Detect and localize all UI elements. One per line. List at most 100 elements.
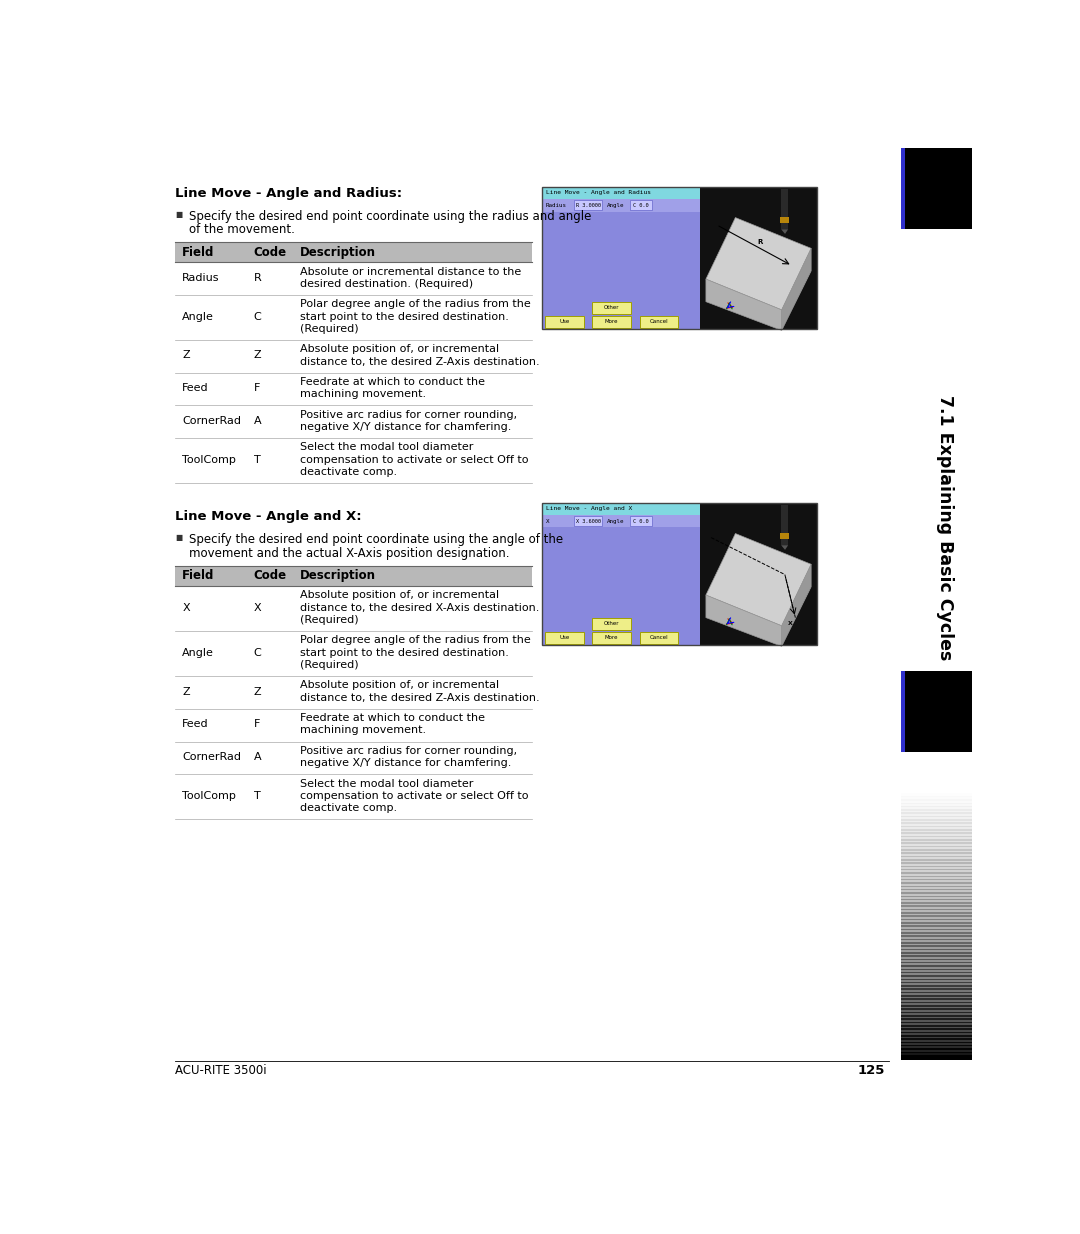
Text: Specify the desired end point coordinate using the angle of the: Specify the desired end point coordinate…	[189, 533, 563, 547]
Text: X: X	[545, 518, 550, 523]
Bar	[781, 190, 788, 230]
Bar	[901, 916, 972, 921]
Polygon shape	[781, 545, 788, 550]
Text: ■: ■	[175, 533, 183, 542]
Text: Angle: Angle	[183, 311, 214, 322]
Text: Angle: Angle	[607, 202, 624, 207]
Bar	[901, 919, 972, 923]
Text: ACU-RITE 3500i: ACU-RITE 3500i	[175, 1064, 267, 1077]
Text: Radius: Radius	[545, 202, 567, 207]
Bar	[901, 810, 972, 814]
Text: distance to, the desired X-Axis destination.: distance to, the desired X-Axis destinat…	[300, 602, 539, 612]
Text: machining movement.: machining movement.	[300, 389, 427, 399]
Bar	[901, 975, 972, 980]
Text: (Required): (Required)	[300, 323, 359, 333]
Bar	[901, 932, 972, 937]
Text: distance to, the desired Z-Axis destination.: distance to, the desired Z-Axis destinat…	[300, 692, 540, 702]
Bar	[542, 502, 700, 645]
Bar	[631, 200, 652, 210]
Bar	[901, 1018, 972, 1023]
Bar	[901, 902, 972, 907]
Text: ■: ■	[175, 210, 183, 218]
Text: CornerRad: CornerRad	[183, 752, 241, 761]
Bar	[901, 926, 972, 930]
Text: Code: Code	[254, 569, 286, 582]
Text: Z: Z	[183, 350, 190, 360]
Text: X: X	[788, 621, 793, 626]
Bar	[542, 186, 700, 199]
Text: Cancel: Cancel	[649, 636, 669, 640]
Bar	[901, 855, 972, 860]
Text: Line Move - Angle and X:: Line Move - Angle and X:	[175, 510, 362, 523]
Bar	[631, 516, 652, 526]
Text: Z: Z	[183, 686, 190, 696]
Bar	[901, 922, 972, 927]
Text: Line Move - Angle and Radius: Line Move - Angle and Radius	[545, 190, 651, 195]
Bar	[901, 865, 972, 870]
Text: Polar degree angle of the radius from the: Polar degree angle of the radius from th…	[300, 636, 531, 645]
Text: negative X/Y distance for chamfering.: negative X/Y distance for chamfering.	[300, 758, 512, 768]
Polygon shape	[781, 230, 788, 234]
Bar	[901, 945, 972, 950]
Bar	[901, 992, 972, 997]
Text: Polar degree angle of the radius from the: Polar degree angle of the radius from th…	[300, 300, 531, 310]
Bar	[901, 835, 972, 840]
Text: C: C	[254, 311, 261, 322]
Bar	[700, 502, 816, 645]
Bar	[901, 826, 972, 830]
Bar	[592, 617, 631, 629]
Bar	[575, 516, 603, 526]
Text: Positive arc radius for corner rounding,: Positive arc radius for corner rounding,	[300, 745, 517, 755]
Bar	[542, 502, 700, 515]
Text: Feedrate at which to conduct the: Feedrate at which to conduct the	[300, 713, 485, 723]
Bar	[901, 872, 972, 877]
Bar	[901, 845, 972, 850]
Text: ToolComp: ToolComp	[183, 454, 237, 465]
Text: deactivate comp.: deactivate comp.	[300, 803, 397, 813]
Text: start point to the desired destination.: start point to the desired destination.	[300, 311, 509, 322]
Text: ToolComp: ToolComp	[183, 791, 237, 801]
Polygon shape	[706, 217, 811, 310]
Bar	[901, 822, 972, 827]
Text: Z: Z	[254, 686, 261, 696]
Text: Z: Z	[254, 350, 261, 360]
Text: R: R	[254, 273, 261, 283]
Bar	[639, 316, 678, 328]
Bar	[592, 316, 631, 328]
Text: R: R	[757, 239, 762, 246]
Text: Specify the desired end point coordinate using the radius and angle: Specify the desired end point coordinate…	[189, 210, 591, 222]
Bar	[901, 908, 972, 913]
Text: Line Move - Angle and Radius:: Line Move - Angle and Radius:	[175, 186, 403, 200]
Text: Absolute position of, or incremental: Absolute position of, or incremental	[300, 680, 499, 691]
Text: start point to the desired destination.: start point to the desired destination.	[300, 648, 509, 658]
Text: movement and the actual X-Axis position designation.: movement and the actual X-Axis position …	[189, 547, 510, 560]
Bar	[901, 859, 972, 864]
Text: machining movement.: machining movement.	[300, 726, 427, 735]
Polygon shape	[706, 533, 811, 626]
Bar	[901, 935, 972, 940]
Bar	[542, 186, 700, 329]
Text: (Required): (Required)	[300, 660, 359, 670]
Bar	[780, 217, 788, 223]
Bar	[542, 502, 816, 645]
Text: desired destination. (Required): desired destination. (Required)	[300, 279, 473, 289]
Text: Cancel: Cancel	[649, 320, 669, 325]
Text: T: T	[254, 454, 260, 465]
Bar	[542, 515, 700, 527]
Text: Field: Field	[183, 246, 215, 259]
Bar	[901, 812, 972, 817]
Bar	[901, 898, 972, 903]
Bar	[901, 1035, 972, 1040]
Text: X: X	[254, 602, 261, 612]
Bar	[901, 995, 972, 1000]
Bar	[901, 888, 972, 893]
Bar	[901, 148, 905, 230]
Bar	[901, 796, 972, 801]
Bar	[901, 1002, 972, 1007]
Bar	[901, 806, 972, 811]
Text: Feed: Feed	[183, 719, 208, 729]
Bar	[542, 199, 700, 211]
Text: Absolute position of, or incremental: Absolute position of, or incremental	[300, 344, 499, 354]
Bar	[592, 632, 631, 644]
Text: X: X	[183, 602, 190, 612]
